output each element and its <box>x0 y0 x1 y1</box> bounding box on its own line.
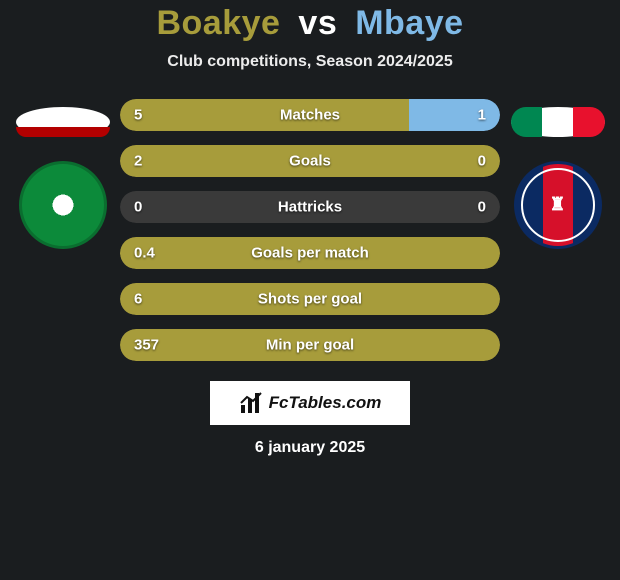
eiffel-icon: ♜ <box>549 195 565 215</box>
stat-value-left: 0.4 <box>134 245 155 262</box>
stat-label: Goals <box>289 153 331 170</box>
main-layout: 5 1 Matches 2 0 Goals 0 0 Hattricks 0.4 Goals per … <box>0 99 620 361</box>
stat-row: 6 Shots per goal <box>120 283 500 315</box>
stat-value-left: 357 <box>134 337 159 354</box>
vs-text: vs <box>298 4 337 42</box>
stat-row: 2 0 Goals <box>120 145 500 177</box>
stat-value-right: 0 <box>478 199 486 216</box>
stat-value-left: 0 <box>134 199 142 216</box>
club-badge-left <box>19 161 107 249</box>
flag-right <box>511 107 605 137</box>
brand-text: FcTables.com <box>269 393 382 413</box>
brand-chart-icon <box>239 391 263 415</box>
left-side <box>5 99 120 249</box>
flag-left <box>16 107 110 137</box>
stat-value-left: 2 <box>134 153 142 170</box>
brand-badge[interactable]: FcTables.com <box>210 381 410 425</box>
date-text: 6 january 2025 <box>0 439 620 457</box>
stat-bars: 5 1 Matches 2 0 Goals 0 0 Hattricks 0.4 Goals per … <box>120 99 500 361</box>
stat-value-left: 6 <box>134 291 142 308</box>
stat-label: Goals per match <box>251 245 369 262</box>
right-side: ♜ <box>500 99 615 249</box>
subtitle: Club competitions, Season 2024/2025 <box>0 53 620 71</box>
stat-row: 357 Min per goal <box>120 329 500 361</box>
club-badge-right: ♜ <box>514 161 602 249</box>
stat-value-left: 5 <box>134 107 142 124</box>
comparison-card: Boakye vs Mbaye Club competitions, Seaso… <box>0 0 620 457</box>
stat-value-right: 0 <box>478 153 486 170</box>
stat-label: Min per goal <box>266 337 354 354</box>
stat-row: 5 1 Matches <box>120 99 500 131</box>
stat-row: 0.4 Goals per match <box>120 237 500 269</box>
page-title: Boakye vs Mbaye <box>0 4 620 43</box>
stat-value-right: 1 <box>478 107 486 124</box>
stat-label: Shots per goal <box>258 291 362 308</box>
stat-label: Hattricks <box>278 199 342 216</box>
player1-name: Boakye <box>156 4 280 42</box>
player2-name: Mbaye <box>355 4 463 42</box>
stat-label: Matches <box>280 107 340 124</box>
stat-row: 0 0 Hattricks <box>120 191 500 223</box>
